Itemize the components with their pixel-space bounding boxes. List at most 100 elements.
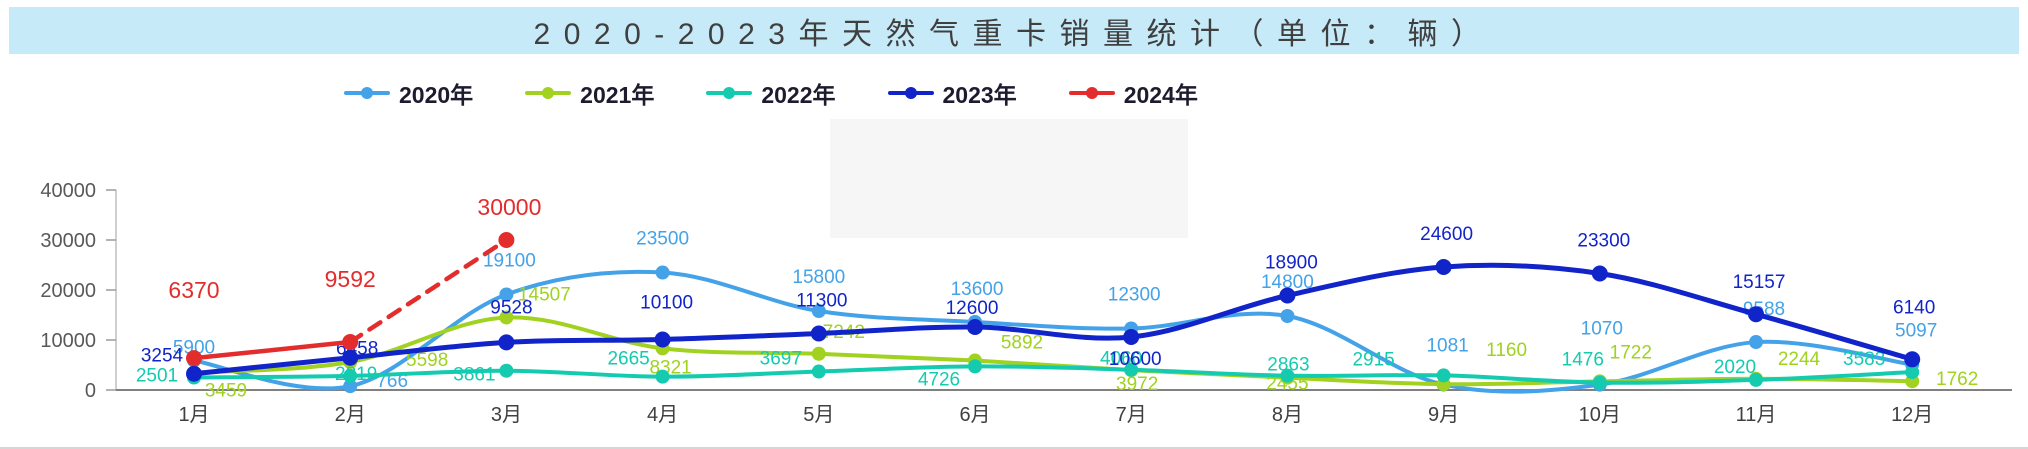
data-label-2022年: 4726	[918, 369, 960, 390]
data-label-2022年: 4060	[1100, 349, 1142, 370]
x-axis-label: 3月	[491, 404, 522, 426]
data-label-2021年: 2455	[1266, 374, 1308, 395]
legend-item-label: 2023年	[942, 82, 1017, 108]
legend-item-2024年: 2024年	[1068, 76, 1198, 110]
chart-title: 2020-2023年天然气重卡销量统计（单位：辆）	[533, 17, 1495, 51]
data-label-2020年: 23500	[636, 229, 689, 250]
data-label-2020年: 14800	[1261, 272, 1314, 293]
legend-item-label: 2021年	[580, 82, 655, 108]
data-label-2021年: 14507	[518, 284, 571, 305]
data-label-2022年: 2501	[136, 365, 178, 386]
data-point-2022年	[968, 359, 982, 374]
data-label-2024年: 6370	[168, 277, 219, 303]
data-point-2022年	[655, 369, 670, 384]
data-label-2022年: 3583	[1843, 349, 1885, 370]
data-point-2023年	[342, 349, 359, 366]
data-label-2023年: 12600	[946, 298, 999, 319]
y-axis-label: 10000	[40, 330, 96, 352]
data-label-2020年: 12300	[1108, 285, 1161, 306]
y-axis-label: 0	[85, 380, 96, 402]
data-label-2023年: 9528	[490, 297, 532, 318]
data-label-2020年: 15800	[792, 267, 845, 288]
data-point-2022年	[1592, 375, 1607, 390]
data-label-2020年: 1081	[1426, 336, 1468, 357]
legend-item-2020年: 2020年	[344, 76, 473, 110]
data-label-2023年: 18900	[1265, 253, 1318, 274]
data-point-2022年	[1280, 368, 1295, 383]
data-point-2023年	[498, 334, 515, 351]
legend-marker-icon	[887, 87, 934, 99]
x-axis-label: 11月	[1736, 404, 1777, 426]
series-line-2024年	[191, 339, 353, 361]
data-point-2024年	[186, 350, 202, 367]
data-label-2023年: 3254	[141, 346, 184, 367]
legend-item-label: 2022年	[761, 82, 836, 108]
data-point-2023年	[1435, 259, 1452, 275]
x-axis-label: 4月	[647, 404, 678, 426]
data-point-2020年	[655, 265, 670, 280]
data-label-2023年: 10100	[640, 293, 693, 314]
data-label-2021年: 3972	[1116, 374, 1158, 395]
data-point-2020年	[811, 304, 826, 318]
data-point-2021年	[811, 346, 826, 361]
legend-marker-icon	[344, 87, 390, 99]
data-point-2020年	[1749, 335, 1763, 350]
data-label-2020年: 5900	[173, 338, 215, 359]
y-axis-label: 20000	[40, 280, 96, 302]
x-axis-label: 2月	[335, 404, 366, 426]
data-label-2023年: 6140	[1893, 297, 1935, 318]
data-label-2023年: 10600	[1109, 349, 1162, 370]
series-line-2024年	[347, 237, 509, 345]
watermark-block	[830, 119, 1188, 238]
x-axis-label: 10月	[1579, 404, 1621, 426]
x-axis-label: 7月	[1116, 404, 1147, 426]
data-point-2023年	[1591, 265, 1608, 282]
data-label-2020年: 19100	[483, 251, 536, 272]
data-point-2024年	[498, 232, 515, 248]
data-label-2021年: 1762	[1936, 369, 1978, 390]
data-label-2021年: 1160	[1486, 340, 1527, 361]
data-label-2022年: 1476	[1562, 350, 1604, 371]
series-line-2023年	[191, 262, 1915, 377]
data-label-2020年: 5097	[1895, 321, 1937, 342]
data-point-2023年	[654, 331, 671, 348]
chart-legend: 2020年 2021年 2022年 2023年 2024年	[344, 76, 1198, 110]
data-label-2024年: 9592	[325, 266, 376, 292]
legend-item-2021年: 2021年	[525, 76, 654, 110]
legend-marker-icon	[706, 87, 753, 99]
data-point-2023年	[1748, 306, 1764, 323]
data-point-2024年	[342, 334, 359, 351]
data-label-2022年: 2020	[1714, 357, 1756, 378]
data-label-2021年: 5892	[1001, 333, 1043, 354]
legend-item-2023年: 2023年	[887, 76, 1017, 110]
data-point-2020年	[343, 379, 358, 394]
data-label-2022年: 2915	[1352, 349, 1394, 370]
data-point-2020年	[1280, 309, 1295, 323]
data-point-2023年	[810, 325, 827, 342]
legend-item-label: 2020年	[399, 82, 474, 108]
data-label-2023年: 23300	[1577, 231, 1630, 252]
legend-item-2022年: 2022年	[706, 76, 836, 110]
data-label-2023年: 11300	[796, 291, 847, 312]
data-label-2024年: 30000	[477, 194, 541, 220]
data-point-2022年	[811, 364, 826, 379]
data-point-2022年	[1124, 362, 1139, 377]
x-axis-label: 6月	[959, 404, 990, 426]
data-label-2023年: 15157	[1733, 272, 1786, 293]
y-axis-label: 30000	[40, 230, 96, 252]
bottom-divider	[0, 447, 2028, 449]
data-point-2021年	[499, 310, 514, 325]
data-point-2023年	[967, 319, 983, 335]
data-label-2021年: 5598	[406, 350, 448, 371]
data-point-2023年	[1904, 351, 1921, 368]
chart-title-bar: 2020-2023年天然气重卡销量统计（单位：辆）	[9, 7, 2019, 54]
data-point-2023年	[186, 365, 202, 382]
chart-canvas: 0 10000 20000 30000 40000 1月 2月 3月 4月 5月 6月 7月 8月 9月 1…	[40, 119, 2012, 426]
data-point-2020年	[499, 287, 514, 302]
data-label-2021年: 3459	[205, 381, 247, 402]
data-point-2023年	[1279, 287, 1296, 304]
legend-marker-icon	[1068, 87, 1115, 99]
x-axis-label: 12月	[1891, 404, 1933, 426]
data-point-2023年	[1123, 329, 1140, 345]
data-label-2023年: 24600	[1420, 224, 1473, 245]
